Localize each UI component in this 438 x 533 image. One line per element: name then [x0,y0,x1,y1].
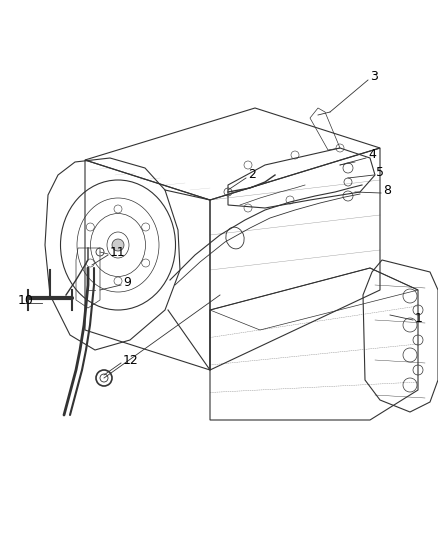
Text: 2: 2 [248,168,256,182]
Text: 4: 4 [368,149,376,161]
Text: 9: 9 [123,276,131,288]
Text: 10: 10 [18,294,34,306]
Text: 8: 8 [383,183,391,197]
Text: 1: 1 [415,311,423,325]
Circle shape [112,239,124,251]
Text: 3: 3 [370,70,378,84]
Text: 11: 11 [110,246,126,259]
Text: 12: 12 [123,353,139,367]
Text: 5: 5 [376,166,384,179]
